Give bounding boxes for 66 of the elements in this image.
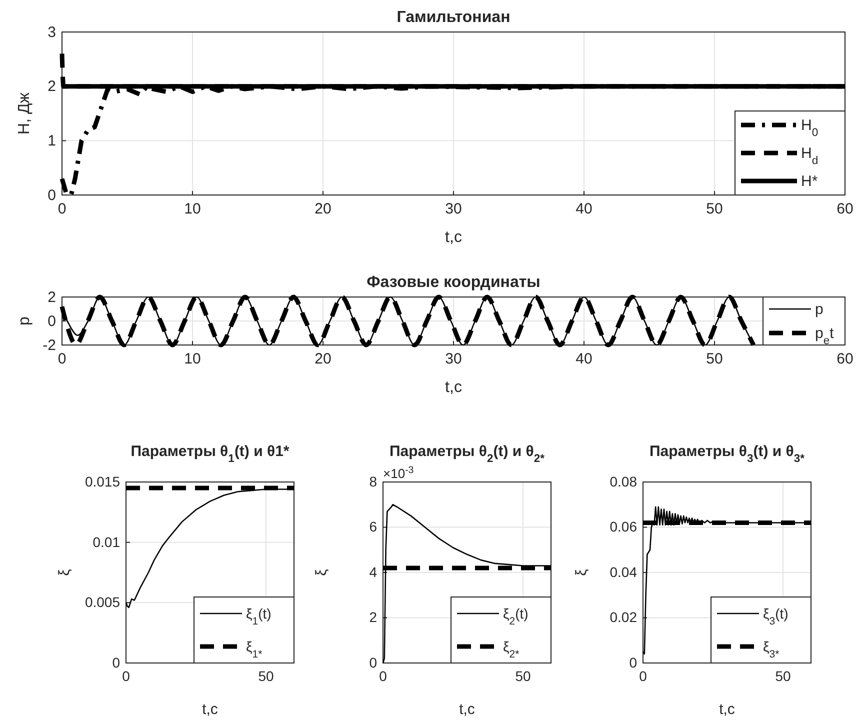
x-tick-label: 0 xyxy=(122,668,130,684)
x-tick-label: 40 xyxy=(576,350,592,368)
chart-title: Гамильтониан xyxy=(396,9,510,26)
x-axis-title: t,c xyxy=(459,701,476,718)
y-tick-label: 0 xyxy=(369,654,378,670)
y-tick-label: 6 xyxy=(369,518,378,535)
y-tick-label: 0.06 xyxy=(610,518,638,535)
legend-label: ξ$_{1*}$ xyxy=(246,638,262,660)
x-tick-label: 30 xyxy=(445,200,462,218)
legend-label: H$_{0}$ xyxy=(801,117,818,139)
y-tick-label: 0.015 xyxy=(84,473,120,490)
x-tick-label: 50 xyxy=(258,668,274,684)
legend-label: ξ$_{3*}$ xyxy=(763,638,780,660)
y-tick-label: 4 xyxy=(369,564,378,580)
legend-label: p$_{e}$t xyxy=(815,325,835,347)
x-tick-label: 40 xyxy=(576,200,592,218)
x-tick-label: 0 xyxy=(379,668,388,684)
y-tick-label: 3 xyxy=(48,24,56,41)
x-axis-title: t,c xyxy=(445,379,462,396)
x-tick-label: 50 xyxy=(706,200,723,218)
x-tick-label: 60 xyxy=(836,350,854,368)
y-tick-label: 2 xyxy=(48,78,56,96)
y-tick-label: 1 xyxy=(48,132,56,150)
y-tick-label: 0 xyxy=(48,186,56,204)
x-tick-label: 0 xyxy=(639,668,648,684)
chart-title: Параметры θ$_{2}$(t) и θ$_{2*}$ xyxy=(389,443,546,465)
y-axis-title: ξ xyxy=(573,568,590,576)
legend-label: p xyxy=(815,301,824,318)
y-axis-title: ξ xyxy=(56,568,73,576)
chart-title: Параметры θ$_{1}$(t) и θ1* xyxy=(130,443,290,465)
legend-label: ξ$_{1}$(t) xyxy=(246,606,272,628)
x-axis-title: t,c xyxy=(445,229,462,246)
x-tick-label: 10 xyxy=(184,350,201,368)
x-tick-label: 50 xyxy=(706,350,723,368)
y-tick-label: 0.02 xyxy=(610,609,638,626)
text: ×10$^{-3}$ xyxy=(383,464,414,481)
legend-label: ξ$_{2*}$ xyxy=(503,638,520,660)
y-tick-label: 8 xyxy=(369,473,378,490)
y-tick-label: 0.08 xyxy=(610,473,638,490)
y-tick-label: 0 xyxy=(629,654,638,670)
legend-label: ξ$_{2}$(t) xyxy=(503,606,528,628)
y-tick-label: 0.01 xyxy=(92,534,120,550)
x-tick-label: 50 xyxy=(775,668,791,684)
legend-label: H$_{d}$ xyxy=(801,145,818,167)
chart-title: Параметры θ$_{3}$(t) и θ$_{3*}$ xyxy=(649,443,806,465)
y-tick-label: 0.04 xyxy=(610,564,638,580)
y-tick-label: 0 xyxy=(48,312,56,330)
x-tick-label: 20 xyxy=(314,350,332,368)
y-tick-label: -2 xyxy=(42,336,56,354)
x-axis-title: t,c xyxy=(202,701,218,718)
x-tick-label: 20 xyxy=(314,200,332,218)
x-axis-title: t,c xyxy=(719,701,736,718)
x-tick-label: 10 xyxy=(184,200,201,218)
legend-label: H* xyxy=(801,173,818,190)
y-tick-label: 0 xyxy=(112,654,120,670)
y-axis-title: H, Дж xyxy=(16,92,33,134)
y-axis-title: p xyxy=(16,316,33,326)
chart-title: Фазовые координаты xyxy=(366,274,540,291)
y-tick-label: 0.005 xyxy=(84,594,120,610)
y-axis-title: ξ xyxy=(313,568,330,576)
y-tick-label: 2 xyxy=(369,609,378,626)
legend-label: ξ$_{3}$(t) xyxy=(763,606,788,628)
x-tick-label: 60 xyxy=(836,200,854,218)
x-tick-label: 30 xyxy=(445,350,462,368)
y-tick-label: 2 xyxy=(48,288,56,306)
x-tick-label: 50 xyxy=(515,668,531,684)
